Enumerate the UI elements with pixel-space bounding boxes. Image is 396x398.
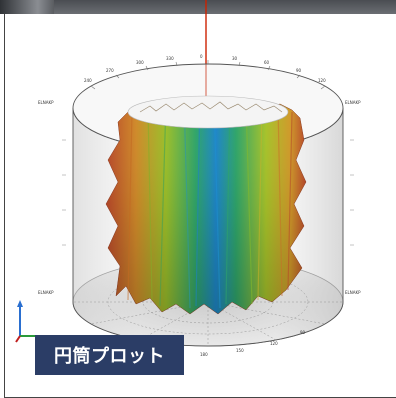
svg-text:30: 30: [232, 56, 238, 61]
svg-text:270: 270: [106, 68, 114, 73]
toolbar-strip: [0, 0, 396, 14]
xyz-axis-triad-icon: [15, 300, 36, 343]
svg-text:ELNAKP: ELNAKP: [38, 290, 54, 295]
toolbar-button[interactable]: [0, 0, 54, 14]
svg-text:150: 150: [236, 348, 244, 353]
svg-text:330: 330: [166, 56, 174, 61]
svg-text:ELNAKP: ELNAKP: [38, 100, 54, 105]
svg-text:ELNAKP: ELNAKP: [345, 290, 361, 295]
rim-labels: 0 30 60 90 330 300 270 240 120 ELNAKP EL…: [38, 54, 361, 357]
cylinder-data-surface: [105, 95, 307, 315]
svg-text:90: 90: [300, 330, 306, 335]
svg-text:120: 120: [318, 78, 326, 83]
svg-text:0: 0: [200, 54, 203, 59]
svg-text:180: 180: [200, 352, 208, 357]
viewport-border-left: [4, 14, 5, 398]
svg-text:120: 120: [270, 341, 278, 346]
svg-text:60: 60: [264, 60, 270, 65]
side-ticks: [62, 139, 354, 246]
plot-type-caption: 円筒プロット: [35, 335, 184, 375]
svg-text:240: 240: [84, 78, 92, 83]
rim-ticks: [90, 60, 326, 90]
svg-text:90: 90: [296, 68, 302, 73]
svg-text:300: 300: [136, 60, 144, 65]
svg-text:ELNAKP: ELNAKP: [345, 100, 361, 105]
